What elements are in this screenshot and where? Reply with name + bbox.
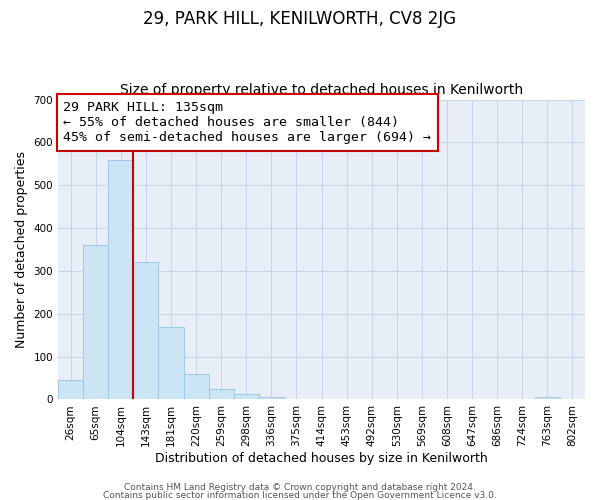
Bar bbox=[108, 160, 133, 400]
Bar bbox=[259, 398, 284, 400]
X-axis label: Distribution of detached houses by size in Kenilworth: Distribution of detached houses by size … bbox=[155, 452, 488, 465]
Text: 29 PARK HILL: 135sqm
← 55% of detached houses are smaller (844)
45% of semi-deta: 29 PARK HILL: 135sqm ← 55% of detached h… bbox=[64, 101, 431, 144]
Bar bbox=[184, 374, 209, 400]
Bar bbox=[284, 398, 309, 400]
Text: 29, PARK HILL, KENILWORTH, CV8 2JG: 29, PARK HILL, KENILWORTH, CV8 2JG bbox=[143, 10, 457, 28]
Bar bbox=[58, 380, 83, 400]
Text: Contains HM Land Registry data © Crown copyright and database right 2024.: Contains HM Land Registry data © Crown c… bbox=[124, 484, 476, 492]
Bar bbox=[535, 398, 560, 400]
Bar bbox=[233, 394, 259, 400]
Bar bbox=[83, 245, 108, 400]
Bar bbox=[133, 262, 158, 400]
Bar bbox=[209, 388, 233, 400]
Text: Contains public sector information licensed under the Open Government Licence v3: Contains public sector information licen… bbox=[103, 490, 497, 500]
Title: Size of property relative to detached houses in Kenilworth: Size of property relative to detached ho… bbox=[120, 83, 523, 97]
Y-axis label: Number of detached properties: Number of detached properties bbox=[15, 151, 28, 348]
Bar bbox=[158, 326, 184, 400]
